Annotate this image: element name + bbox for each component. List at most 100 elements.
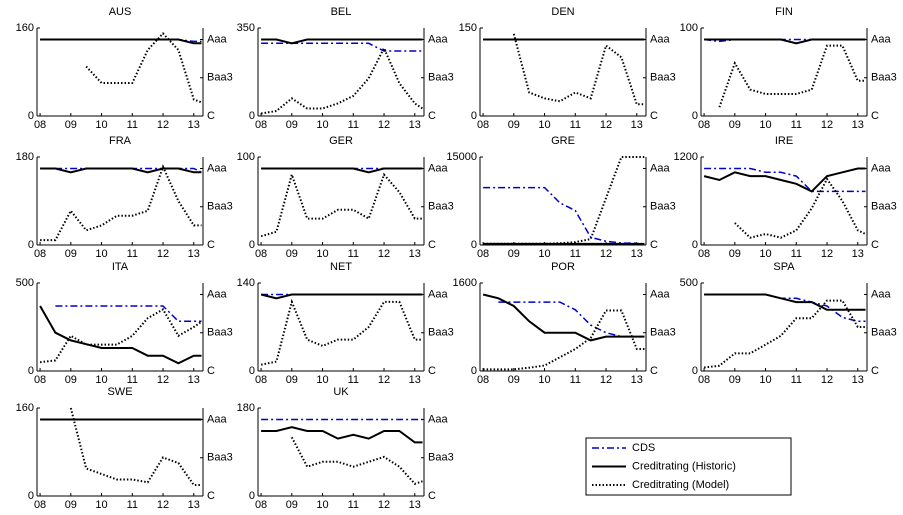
x-tick-label: 11	[127, 248, 138, 260]
x-tick-label: 10	[95, 499, 107, 511]
y2-tick-label: Baa3	[428, 452, 454, 464]
x-tick-label: 12	[821, 248, 833, 260]
y2-tick-label: Aaa	[428, 288, 448, 300]
y-tick-label: 0	[28, 239, 34, 251]
x-tick-label: 09	[65, 248, 77, 260]
series-line	[703, 167, 866, 193]
y2-tick-label: C	[207, 490, 215, 502]
y-tick-label: 140	[237, 277, 255, 289]
x-tick-label: 10	[759, 248, 771, 260]
y2-tick-label: Baa3	[650, 201, 676, 213]
series-line	[704, 38, 866, 45]
y2-tick-label: Aaa	[871, 288, 891, 300]
x-tick-label: 11	[791, 374, 802, 386]
x-tick-label: 08	[34, 248, 46, 260]
x-tick-label: 13	[188, 499, 200, 511]
x-tick-label: 12	[157, 119, 169, 131]
x-tick-label: 12	[378, 499, 390, 511]
x-tick-label: 08	[34, 374, 46, 386]
y2-tick-label: C	[871, 365, 879, 377]
x-tick-label: 13	[409, 119, 421, 131]
y-tick-label: 0	[249, 239, 255, 251]
y-tick-label: 100	[237, 151, 255, 163]
x-tick-label: 12	[157, 374, 169, 386]
y-tick-label: 15000	[446, 151, 477, 163]
x-tick-label: 10	[95, 374, 107, 386]
x-tick-label: 09	[508, 374, 520, 386]
legend-label: CDS	[632, 442, 655, 454]
y2-tick-label: Baa3	[428, 72, 454, 84]
x-tick-label: 11	[570, 374, 581, 386]
x-tick-label: 09	[286, 499, 298, 511]
y-tick-label: 0	[28, 110, 34, 122]
y-tick-label: 500	[680, 277, 698, 289]
panel-title: FRA	[109, 135, 132, 147]
x-tick-label: 08	[698, 119, 710, 131]
series-line	[40, 38, 202, 45]
y2-tick-label: Aaa	[207, 413, 227, 425]
y2-tick-label: Baa3	[207, 201, 233, 213]
y-tick-label: 0	[249, 365, 255, 377]
y2-tick-label: Aaa	[650, 162, 670, 174]
x-tick-label: 11	[348, 248, 359, 260]
series-line	[290, 436, 423, 485]
y-tick-label: 0	[28, 365, 34, 377]
y-tick-label: 180	[237, 402, 255, 414]
series-line	[260, 298, 423, 366]
y2-tick-label: Aaa	[871, 33, 891, 45]
x-tick-label: 13	[188, 119, 200, 131]
y-tick-label: 500	[16, 277, 34, 289]
y-tick-label: 0	[249, 490, 255, 502]
x-tick-label: 13	[188, 374, 200, 386]
y2-tick-label: Aaa	[207, 33, 227, 45]
y2-tick-label: Baa3	[207, 327, 233, 339]
x-tick-label: 13	[409, 374, 421, 386]
panel-title: DEN	[551, 6, 574, 18]
x-tick-label: 09	[65, 119, 77, 131]
x-tick-label: 08	[698, 248, 710, 260]
y2-tick-label: Baa3	[428, 201, 454, 213]
series-line	[40, 164, 202, 242]
series-line	[703, 299, 866, 369]
x-tick-label: 10	[316, 248, 328, 260]
x-tick-label: 11	[348, 499, 359, 511]
panel-title: FIN	[775, 6, 793, 18]
x-tick-label: 11	[348, 119, 359, 131]
x-tick-label: 13	[852, 119, 864, 131]
series-line	[39, 308, 203, 364]
x-tick-label: 11	[127, 499, 138, 511]
y2-tick-label: C	[207, 110, 215, 122]
y2-tick-label: C	[428, 365, 436, 377]
y-tick-label: 350	[237, 22, 255, 34]
panel-title: UK	[333, 386, 349, 398]
x-tick-label: 09	[65, 374, 77, 386]
y2-tick-label: C	[428, 239, 436, 251]
x-tick-label: 13	[409, 499, 421, 511]
x-tick-label: 12	[157, 248, 169, 260]
x-tick-label: 08	[477, 374, 489, 386]
x-tick-label: 12	[378, 119, 390, 131]
y2-tick-label: Aaa	[428, 33, 448, 45]
y2-tick-label: Baa3	[871, 72, 897, 84]
y-tick-label: 150	[459, 22, 477, 34]
series-line	[483, 156, 645, 245]
y-tick-label: 0	[471, 110, 477, 122]
x-tick-label: 10	[316, 374, 328, 386]
x-tick-label: 09	[286, 248, 298, 260]
y2-tick-label: C	[207, 365, 215, 377]
panel-title: BEL	[331, 6, 352, 18]
y-tick-label: 1200	[674, 151, 698, 163]
series-line	[734, 177, 866, 239]
x-tick-label: 10	[538, 374, 550, 386]
x-tick-label: 12	[600, 119, 612, 131]
y2-tick-label: C	[871, 110, 879, 122]
x-tick-label: 13	[631, 248, 643, 260]
series-line	[261, 167, 423, 174]
x-tick-label: 09	[729, 119, 741, 131]
x-tick-label: 08	[255, 499, 267, 511]
series-line	[260, 171, 423, 238]
y2-tick-label: Baa3	[428, 327, 454, 339]
y-tick-label: 0	[692, 110, 698, 122]
x-tick-label: 13	[852, 374, 864, 386]
